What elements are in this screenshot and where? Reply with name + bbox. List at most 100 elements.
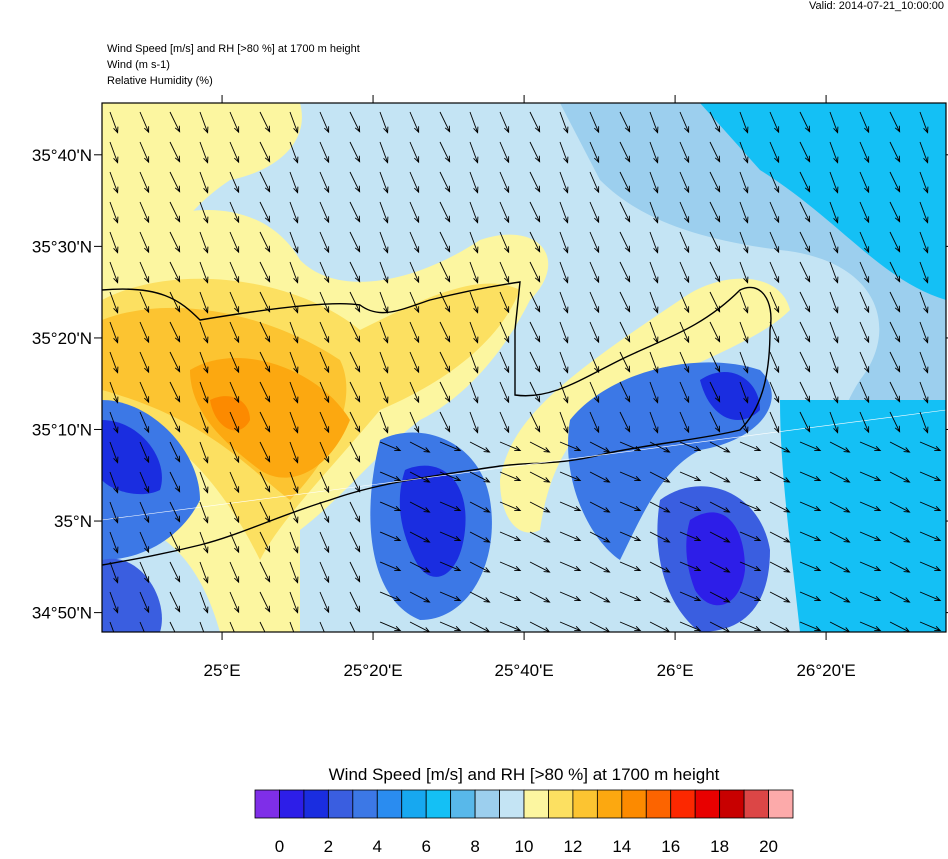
wind-arrow [499, 291, 510, 314]
wind-arrow [439, 471, 462, 482]
lat-label: 35°10'N [32, 420, 92, 439]
wind-arrow [229, 171, 240, 194]
wind-arrow [409, 351, 420, 374]
colorbar-box [621, 789, 647, 819]
lat-label: 35°30'N [32, 237, 92, 256]
wind-arrow [619, 261, 631, 283]
wind-arrow [409, 561, 431, 573]
wind-arrow [529, 591, 551, 603]
wind-arrow [349, 351, 361, 373]
wind-arrow [889, 291, 901, 313]
wind-arrow [499, 141, 510, 164]
wind-arrow [829, 471, 851, 483]
wind-arrow [289, 501, 299, 524]
wind-arrow [469, 201, 479, 224]
wind-arrow [169, 441, 181, 463]
colorbar-box [523, 789, 549, 819]
wind-arrow [169, 351, 181, 373]
wind-arrow [589, 141, 600, 164]
wind-arrow [889, 231, 901, 253]
wind-arrow [739, 261, 749, 284]
wind-arrow [739, 291, 749, 314]
wind-arrow [199, 591, 209, 614]
wind-arrow [859, 351, 870, 374]
wind-arrow [619, 111, 631, 133]
wind-arrow [709, 291, 721, 313]
lon-label: 25°20'E [343, 661, 402, 680]
wind-arrow [439, 351, 451, 373]
wind-arrow [649, 201, 659, 224]
wind-arrow [799, 351, 811, 373]
wind-arrow [409, 471, 431, 483]
wind-arrow [559, 411, 569, 434]
wind-arrow [109, 201, 119, 224]
colorbar-box [376, 789, 403, 819]
colorbar-label: 16 [661, 837, 680, 854]
wind-arrow [799, 171, 811, 193]
wind-arrow [169, 231, 181, 253]
wind-arrow [139, 171, 150, 194]
wind-arrow [379, 321, 389, 344]
wind-arrow [739, 201, 749, 224]
wind-arrow [619, 531, 642, 542]
wind-arrow [589, 351, 600, 374]
wind-arrow [709, 501, 731, 513]
header-line: Wind Speed [m/s] and RH [>80 %] at 1700 … [107, 43, 360, 55]
wind-arrow [259, 321, 271, 343]
wind-arrow [529, 111, 541, 133]
wind-arrow [139, 441, 150, 464]
colorbar-label: 2 [324, 837, 333, 854]
wind-arrow [319, 381, 330, 404]
wind-arrow [919, 351, 929, 374]
wind-arrow [379, 171, 389, 194]
wind-arrow [589, 471, 611, 483]
wind-arrow [589, 231, 600, 254]
wind-arrow [559, 591, 582, 602]
wind-arrow [859, 201, 870, 224]
wind-arrow [799, 591, 822, 602]
wind-arrow [409, 321, 420, 344]
wind-arrow [679, 261, 690, 284]
wind-arrow [379, 531, 402, 542]
wind-arrow [799, 321, 811, 343]
wind-arrow [559, 141, 569, 164]
wind-arrow [739, 141, 749, 164]
wind-arrow [199, 351, 209, 374]
wind-arrow [169, 261, 181, 283]
wind-arrow [799, 441, 822, 452]
colorbar-box [327, 789, 354, 819]
wind-arrow [409, 381, 420, 404]
colorbar-box [596, 789, 623, 819]
wind-arrow [319, 411, 330, 434]
lat-label: 35°20'N [32, 329, 92, 348]
wind-arrow [439, 201, 451, 223]
wind-arrow [109, 411, 119, 434]
wind-arrow [289, 111, 299, 134]
wind-arrow [319, 261, 330, 284]
wind-arrow [709, 351, 721, 373]
wind-arrow [859, 321, 870, 344]
wind-arrow [769, 201, 780, 224]
wind-arrow [919, 231, 929, 254]
wind-arrow [769, 231, 780, 254]
wind-arrow [229, 411, 240, 434]
wind-arrow [619, 411, 631, 433]
wind-arrow [229, 291, 240, 314]
wind-arrow [439, 291, 451, 313]
wind-arrow [109, 381, 119, 404]
colorbar-box [572, 789, 598, 819]
wind-arrow [799, 471, 822, 482]
wind-arrow [739, 231, 749, 254]
wind-arrow [349, 111, 361, 133]
wind-arrow [439, 171, 451, 193]
colorbar-box [254, 789, 280, 819]
wind-arrow [889, 171, 901, 193]
wind-arrow [499, 201, 510, 224]
colorbar-label: 20 [759, 837, 778, 854]
wind-arrow [109, 621, 115, 632]
wind-arrow [559, 381, 569, 404]
wind-arrow [229, 351, 240, 374]
wind-arrow [379, 381, 389, 404]
wind-arrow [739, 501, 762, 512]
colorbar-label: 18 [710, 837, 729, 854]
